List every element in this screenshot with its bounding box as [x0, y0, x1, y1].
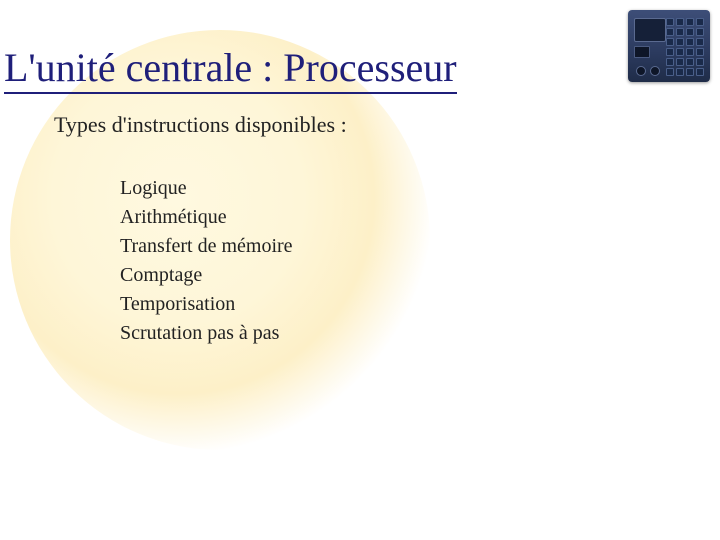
plc-io-grid: [666, 18, 704, 76]
slide-title: L'unité centrale : Processeur: [4, 46, 457, 94]
list-item: Scrutation pas à pas: [120, 319, 293, 348]
plc-body: [628, 10, 710, 82]
plc-device-illustration: [626, 8, 712, 86]
list-item: Temporisation: [120, 290, 293, 319]
list-item: Transfert de mémoire: [120, 232, 293, 261]
plc-port: [634, 46, 650, 58]
list-item: Logique: [120, 174, 293, 203]
slide-subtitle: Types d'instructions disponibles :: [54, 112, 347, 138]
plc-button-2: [650, 66, 660, 76]
list-item: Arithmétique: [120, 203, 293, 232]
plc-screen: [634, 18, 666, 42]
list-item: Comptage: [120, 261, 293, 290]
plc-button-1: [636, 66, 646, 76]
instruction-list: Logique Arithmétique Transfert de mémoir…: [120, 174, 293, 348]
